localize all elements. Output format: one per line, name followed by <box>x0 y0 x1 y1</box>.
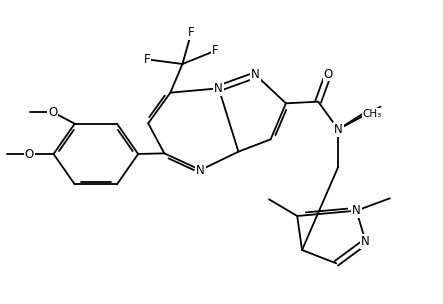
Text: N: N <box>214 82 223 95</box>
Text: O: O <box>48 105 57 119</box>
Text: F: F <box>144 53 150 66</box>
Text: F: F <box>188 26 194 39</box>
Text: O: O <box>25 147 34 161</box>
Text: F: F <box>212 44 219 57</box>
Text: CH₃: CH₃ <box>362 109 382 119</box>
Text: N: N <box>352 204 361 217</box>
Text: N: N <box>334 123 343 136</box>
Text: N: N <box>361 235 370 248</box>
Text: O: O <box>323 67 333 81</box>
Text: N: N <box>251 68 260 81</box>
Text: N: N <box>196 164 205 177</box>
